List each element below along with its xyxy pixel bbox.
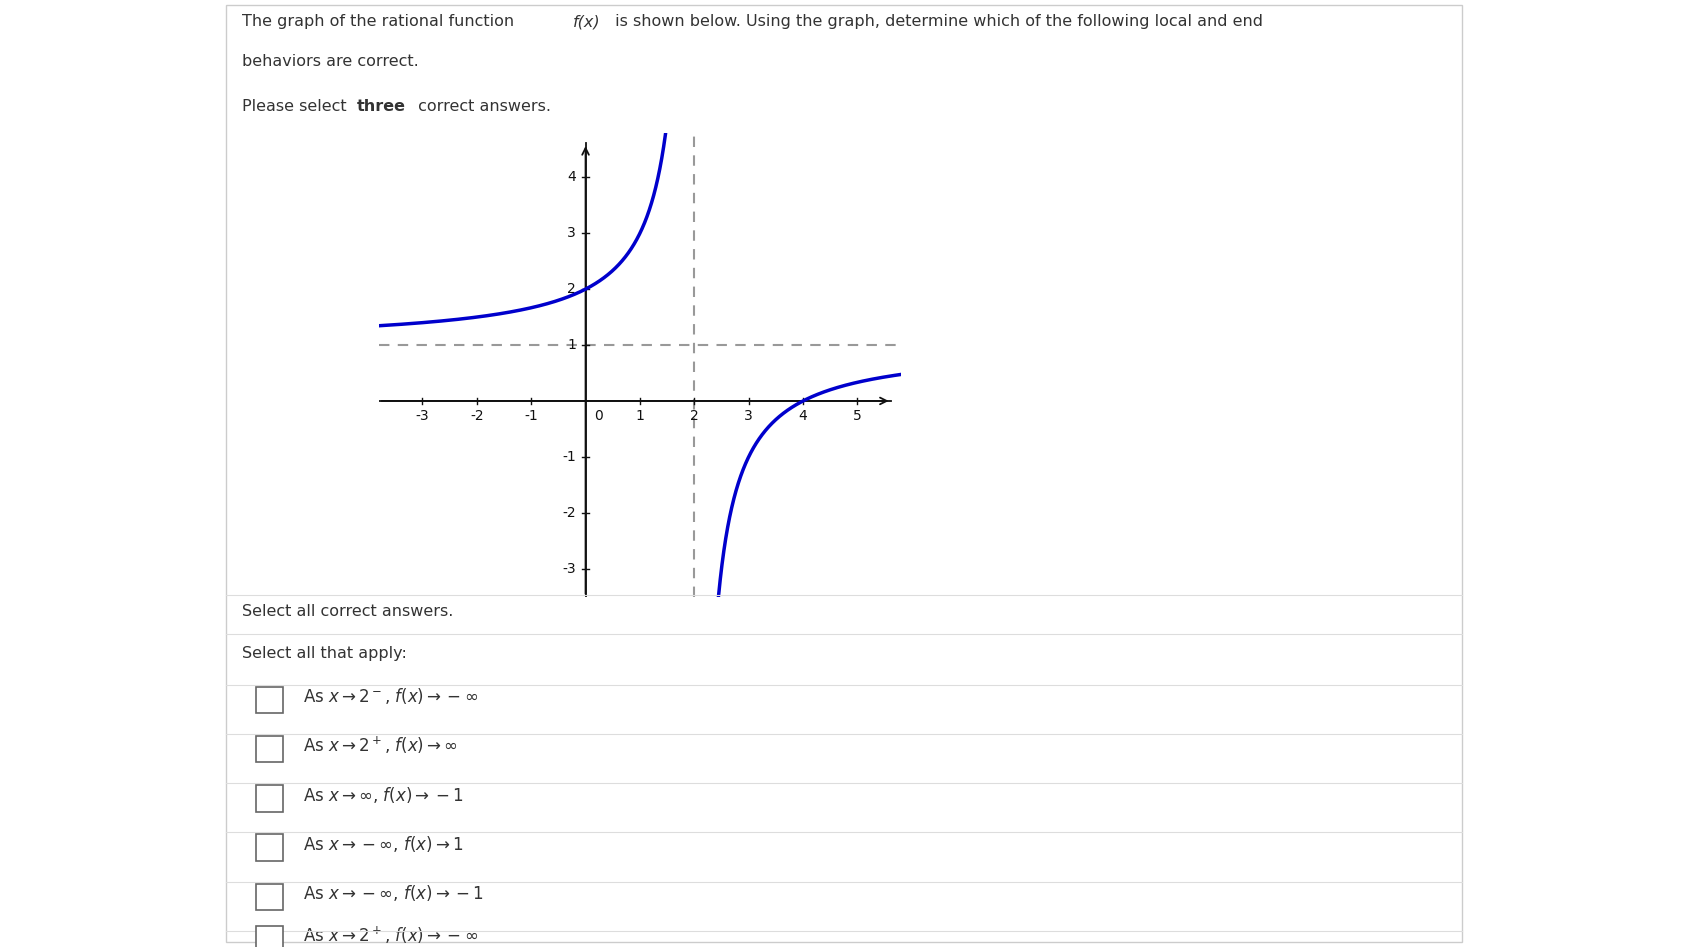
Text: 1: 1 bbox=[635, 409, 645, 423]
Text: correct answers.: correct answers. bbox=[413, 99, 551, 115]
Text: As $x \rightarrow \infty$, $f(x) \rightarrow -1$: As $x \rightarrow \infty$, $f(x) \righta… bbox=[303, 784, 463, 805]
Text: -2: -2 bbox=[470, 409, 483, 423]
Text: 2: 2 bbox=[690, 409, 699, 423]
Text: -2: -2 bbox=[562, 506, 576, 520]
Text: -1: -1 bbox=[524, 409, 537, 423]
Text: 0: 0 bbox=[594, 409, 603, 423]
Text: As $x \rightarrow 2^-$, $f(x) \rightarrow -\infty$: As $x \rightarrow 2^-$, $f(x) \rightarro… bbox=[303, 686, 478, 706]
Text: 4: 4 bbox=[798, 409, 807, 423]
Text: As $x \rightarrow -\infty$, $f(x) \rightarrow 1$: As $x \rightarrow -\infty$, $f(x) \right… bbox=[303, 833, 463, 854]
Text: 1: 1 bbox=[568, 338, 576, 352]
Text: is shown below. Using the graph, determine which of the following local and end: is shown below. Using the graph, determi… bbox=[610, 14, 1263, 29]
Text: The graph of the rational function: The graph of the rational function bbox=[242, 14, 520, 29]
Text: 3: 3 bbox=[744, 409, 753, 423]
Text: As $x \rightarrow 2^+$, $f(x) \rightarrow -\infty$: As $x \rightarrow 2^+$, $f(x) \rightarro… bbox=[303, 925, 478, 946]
Text: 4: 4 bbox=[568, 170, 576, 185]
Text: As $x \rightarrow 2^+$, $f(x) \rightarrow \infty$: As $x \rightarrow 2^+$, $f(x) \rightarro… bbox=[303, 735, 458, 756]
Text: -1: -1 bbox=[562, 450, 576, 464]
Text: Select all correct answers.: Select all correct answers. bbox=[242, 604, 455, 619]
Text: Select all that apply:: Select all that apply: bbox=[242, 646, 408, 661]
Text: 5: 5 bbox=[854, 409, 862, 423]
Text: Please select: Please select bbox=[242, 99, 352, 115]
Text: behaviors are correct.: behaviors are correct. bbox=[242, 54, 419, 69]
Text: 2: 2 bbox=[568, 282, 576, 296]
Text: f(x): f(x) bbox=[573, 14, 600, 29]
Text: As $x \rightarrow -\infty$, $f(x) \rightarrow -1$: As $x \rightarrow -\infty$, $f(x) \right… bbox=[303, 883, 483, 903]
Text: -3: -3 bbox=[562, 562, 576, 576]
Text: three: three bbox=[357, 99, 406, 115]
Text: -3: -3 bbox=[416, 409, 429, 423]
Text: 3: 3 bbox=[568, 226, 576, 241]
